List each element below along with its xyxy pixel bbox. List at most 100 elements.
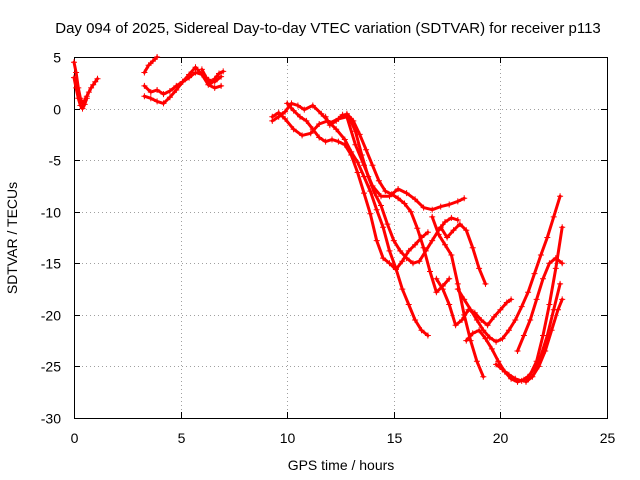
data-point (437, 203, 444, 210)
series-sat-q (493, 280, 564, 384)
data-point (488, 345, 495, 352)
series-line (439, 222, 487, 286)
data-point (433, 275, 440, 282)
data-point (348, 152, 355, 158)
data-point (548, 327, 555, 334)
data-point (473, 317, 480, 323)
series-sat-m (437, 221, 489, 287)
series-sat-j (322, 111, 461, 267)
data-point (461, 296, 468, 303)
data-point (448, 214, 455, 221)
series-sat-e (141, 64, 225, 107)
data-point (333, 117, 340, 124)
data-point (297, 113, 303, 120)
data-point (309, 102, 316, 109)
data-point (160, 91, 167, 98)
data-point (540, 275, 546, 282)
data-point (450, 227, 457, 234)
data-point (71, 74, 77, 81)
data-point (198, 66, 205, 73)
data-point (484, 322, 491, 329)
data-point (459, 317, 465, 323)
data-point (469, 244, 476, 251)
data-point (378, 202, 384, 209)
plot-frame (74, 57, 608, 419)
series-line (464, 225, 564, 384)
series-line (516, 256, 564, 353)
data-point (316, 134, 323, 141)
data-point (429, 237, 436, 244)
data-point (454, 198, 461, 205)
data-point (203, 74, 210, 81)
data-point (435, 231, 442, 238)
data-point (166, 88, 173, 94)
data-point (456, 221, 463, 228)
x-tick-label: 0 (71, 430, 79, 446)
data-point (211, 75, 218, 82)
x-tick-label: 20 (493, 430, 509, 446)
data-point (149, 58, 156, 65)
data-point (531, 270, 538, 277)
data-point (301, 106, 308, 113)
data-point (392, 266, 399, 273)
data-point (388, 191, 395, 198)
data-point (520, 332, 527, 339)
series-sat-i (284, 100, 431, 273)
data-point (284, 100, 291, 107)
data-point (356, 131, 363, 138)
data-point (518, 377, 525, 384)
y-tick-label: 5 (53, 50, 61, 66)
data-point (343, 110, 350, 117)
data-point (141, 93, 148, 100)
data-point (179, 78, 186, 85)
data-point (354, 169, 361, 176)
y-tick-label: -10 (41, 205, 61, 221)
data-point (275, 109, 282, 116)
data-point (147, 95, 154, 102)
series-sat-b (71, 74, 90, 112)
data-point (218, 73, 225, 80)
data-point (154, 54, 161, 60)
data-point (341, 141, 348, 148)
data-point (309, 126, 316, 133)
data-point (454, 286, 461, 293)
data-point (412, 241, 419, 248)
x-axis-title: GPS time / hours (288, 457, 395, 473)
data-point (399, 286, 406, 293)
series-sat-r (514, 255, 566, 354)
data-point (552, 255, 559, 262)
x-tick-label: 10 (280, 430, 296, 446)
data-point (307, 130, 314, 137)
data-point (442, 219, 448, 225)
data-point (480, 373, 487, 380)
data-point (559, 296, 566, 303)
data-point (550, 213, 557, 220)
data-point (380, 224, 387, 231)
data-point (476, 265, 483, 272)
series-line (270, 111, 430, 337)
data-point (318, 110, 325, 117)
data-point (493, 338, 500, 345)
data-point (429, 206, 436, 213)
data-point (375, 177, 382, 184)
data-point (452, 322, 459, 329)
data-point (395, 195, 402, 202)
data-point (85, 89, 92, 96)
data-point (329, 136, 335, 143)
series-sat-p (463, 224, 566, 385)
data-point (369, 162, 376, 169)
data-point (216, 70, 222, 77)
data-point (418, 327, 425, 334)
series-sat-n (433, 275, 515, 329)
data-point (83, 95, 90, 102)
data-point (322, 138, 329, 145)
data-point (399, 258, 406, 265)
series-sat-s (523, 296, 566, 385)
data-point (73, 84, 80, 91)
data-point (92, 78, 99, 85)
data-point (341, 136, 348, 143)
data-point (395, 186, 402, 192)
data-point (424, 229, 431, 236)
data-point (482, 335, 489, 342)
series-sat-l (429, 213, 487, 380)
